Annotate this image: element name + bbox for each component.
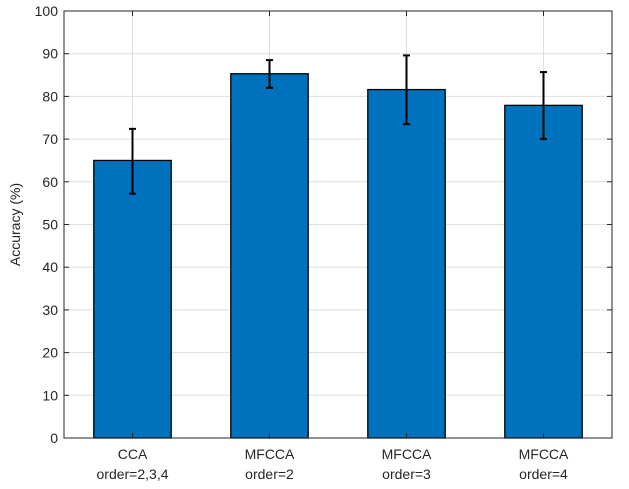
y-tick-label: 10 [42,387,58,403]
x-category-label: CCA [118,446,148,462]
y-tick-label: 30 [42,302,58,318]
bar [504,104,583,439]
error-bars-group [129,54,547,195]
x-category-label: MFCCA [382,446,432,462]
x-category-label: order=2 [245,466,294,482]
x-category-label: order=3 [382,466,431,482]
y-tick-label: 70 [42,131,58,147]
y-tick-label: 0 [50,430,58,446]
x-category-label: order=4 [519,466,568,482]
bar [230,73,309,439]
x-category-label: MFCCA [519,446,569,462]
y-ticks-group: 0 10 20 30 40 50 60 70 80 90 100 [35,3,612,446]
y-tick-label: 80 [42,88,58,104]
x-category-label: MFCCA [245,446,295,462]
y-tick-label: 40 [42,259,58,275]
x-category-label: order=2,3,4 [97,466,169,482]
bar [367,88,446,439]
y-axis-label: Accuracy (%) [7,183,23,266]
x-category-labels: CCA order=2,3,4 MFCCA order=2 MFCCA order=3 MF… [97,446,570,482]
y-tick-label: 60 [42,174,58,190]
y-tick-label: 100 [35,3,59,19]
bar [93,159,172,439]
y-tick-label: 90 [42,46,58,62]
bars-group [93,73,583,439]
y-tick-label: 20 [42,345,58,361]
y-tick-label: 50 [42,217,58,233]
